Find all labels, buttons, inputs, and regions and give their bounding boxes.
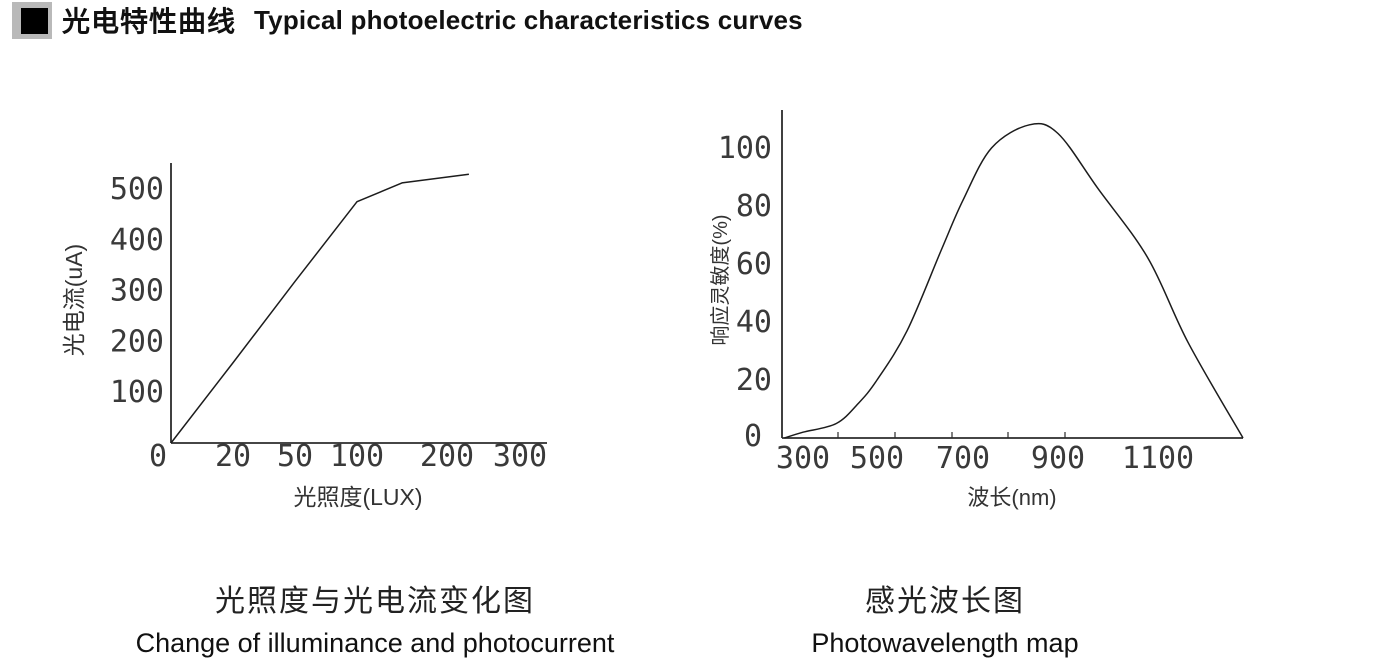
right-chart-caption-en: Photowavelength map [811,628,1079,658]
spectral-response-chart: 300 500 700 900 1100 0 20 40 60 80 100 波长(nm) 响应灵敏度(… [709,110,1244,510]
x-tick-label: 20 [215,439,251,474]
right-chart-caption-zh: 感光波长图 [865,585,1025,618]
section-bullet-icon [12,1,52,39]
y-tick-label: 100 [718,131,772,166]
illuminance-photocurrent-chart: 0 20 50 100 200 300 100 200 300 400 500 光照度(LUX) 光电流… [61,163,547,510]
y-tick-label: 80 [736,189,772,224]
y-axis-label: 响应灵敏度(%) [709,214,732,345]
y-tick-label: 40 [736,305,772,340]
y-tick-label: 0 [744,419,762,454]
y-tick-label: 100 [110,375,164,410]
page-title-zh: 光电特性曲线 [62,6,237,37]
left-chart-caption-en: Change of illuminance and photocurrent [135,628,615,658]
left-chart-caption-zh: 光照度与光电流变化图 [215,585,535,618]
y-tick-label: 400 [110,223,164,258]
y-axis-label: 光电流(uA) [61,244,87,356]
x-tick-label: 100 [330,439,384,474]
x-tick-label: 900 [1031,441,1085,476]
x-tick-label: 200 [420,439,474,474]
x-tick-label: 1100 [1122,441,1194,476]
y-tick-label: 500 [110,172,164,207]
section-bullet-square [21,7,48,34]
x-tick-label: 700 [936,441,990,476]
y-tick-label: 200 [110,324,164,359]
x-tick-label: 300 [776,441,830,476]
y-tick-label: 20 [736,363,772,398]
x-tick-label: 500 [850,441,904,476]
x-axis-label: 波长(nm) [967,485,1056,510]
right-chart-caption: 感光波长图 Photowavelength map [695,576,1195,659]
x-tick-label: 50 [277,439,313,474]
y-tick-label: 300 [110,274,164,309]
page-header: 光电特性曲线 Typical photoelectric characteris… [12,0,803,40]
page-title-en: Typical photoelectric characteristics cu… [254,4,803,35]
curve-line [784,122,1244,439]
left-chart-caption: 光照度与光电流变化图 Change of illuminance and pho… [75,576,675,659]
curve-line [170,173,469,444]
x-tick-label: 300 [493,439,547,474]
x-tick-label: 0 [149,439,167,474]
x-axis-label: 光照度(LUX) [293,484,422,510]
y-tick-label: 60 [736,247,772,282]
